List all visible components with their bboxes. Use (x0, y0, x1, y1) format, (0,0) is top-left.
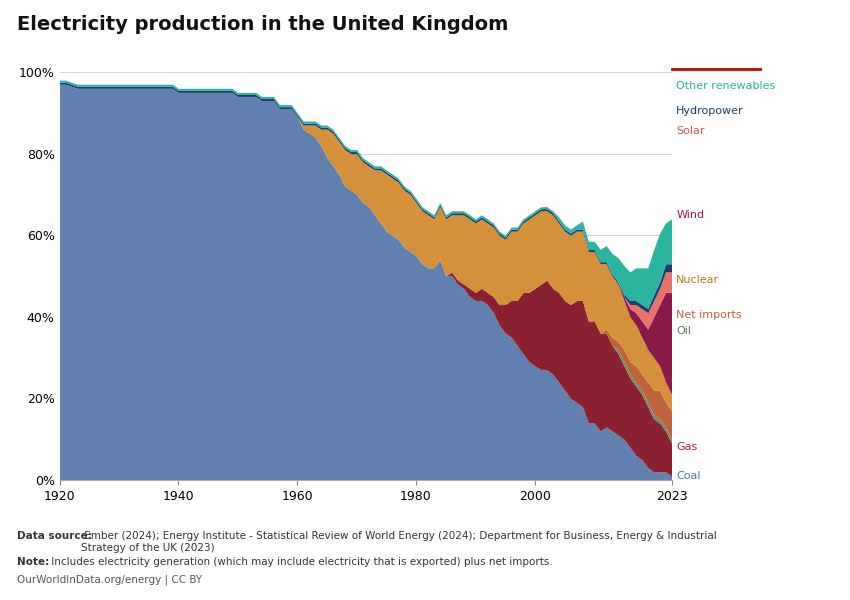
Text: OurWorldInData.org/energy | CC BY: OurWorldInData.org/energy | CC BY (17, 574, 202, 584)
Text: Net imports: Net imports (677, 310, 742, 320)
Text: Solar: Solar (677, 126, 705, 136)
Text: Oil: Oil (677, 326, 691, 336)
Text: Nuclear: Nuclear (677, 275, 719, 285)
Text: Data source:: Data source: (17, 531, 92, 541)
Text: Wind: Wind (677, 210, 705, 220)
Text: Includes electricity generation (which may include electricity that is exported): Includes electricity generation (which m… (48, 557, 553, 567)
Text: Hydropower: Hydropower (677, 106, 744, 116)
Text: Our World: Our World (686, 32, 746, 43)
Text: Ember (2024); Energy Institute - Statistical Review of World Energy (2024); Depa: Ember (2024); Energy Institute - Statist… (81, 531, 717, 553)
Text: Electricity production in the United Kingdom: Electricity production in the United Kin… (17, 15, 508, 34)
Text: in Data: in Data (694, 50, 737, 59)
Text: Other renewables: Other renewables (677, 81, 775, 91)
Text: Gas: Gas (677, 442, 698, 452)
Text: Note:: Note: (17, 557, 49, 567)
Text: Coal: Coal (677, 471, 700, 481)
